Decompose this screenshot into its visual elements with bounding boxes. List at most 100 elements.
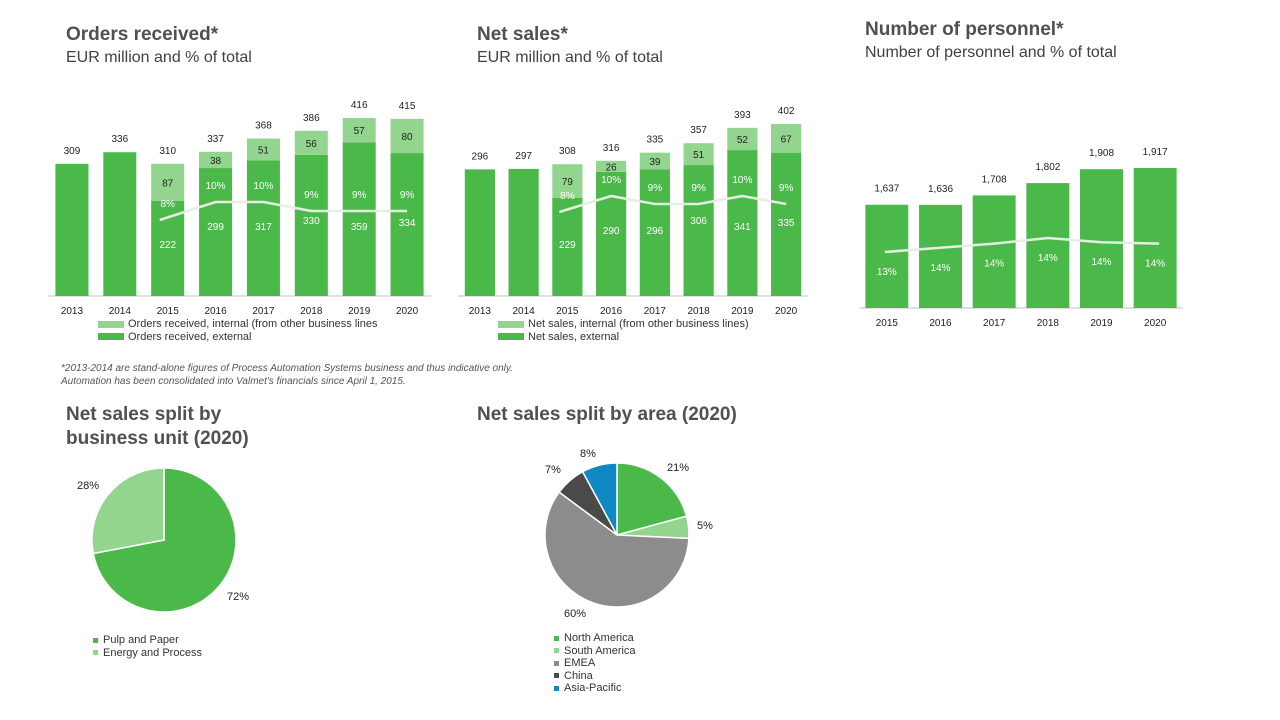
orders-percent-label-2019: 9% [352, 190, 367, 201]
netsales-total-label-2020: 402 [778, 106, 795, 117]
orders-internal-label-2019: 57 [354, 126, 366, 137]
orders-total-label-2014: 336 [111, 134, 128, 145]
area-legend-south-america: South America [554, 645, 636, 658]
orders-bar-internal-2019 [342, 117, 376, 143]
netsales-total-label-2019: 393 [734, 110, 751, 121]
netsales-internal-label-2020: 67 [781, 134, 793, 145]
area_split-slice-label-north-america: 21% [667, 462, 689, 474]
orders-bar-internal-2015 [151, 163, 185, 202]
area_split-slice-label-south-america: 5% [697, 520, 713, 532]
orders-chart: 309 2013 336 2014 310 2015 87 222 8% 337 2016 38 299… [48, 100, 431, 317]
netsales-total-label-2016: 316 [603, 143, 620, 154]
orders-bar-internal-2018 [294, 130, 328, 155]
netsales-legend-external-label: Net sales, external [528, 330, 620, 343]
personnel-tick-2016: 2016 [929, 318, 952, 329]
area_split-slice-emea [544, 491, 690, 608]
area-legend-china-label: China [564, 669, 593, 682]
personnel-title: Number of personnel* [865, 19, 1064, 40]
personnel-percent-label-2018: 14% [1038, 253, 1058, 264]
area-legend-china: China [554, 670, 636, 683]
orders-bar-internal-2017 [246, 138, 280, 161]
netsales-tick-2014: 2014 [513, 306, 536, 317]
bu-pie-chart: 72% 28% [77, 467, 249, 613]
orders-tick-2015: 2015 [157, 306, 180, 317]
netsales-tick-2013: 2013 [469, 306, 492, 317]
orders-percent-label-2018: 9% [304, 190, 319, 201]
netsales-bar-external-2013 [464, 169, 495, 296]
netsales-external-label-2018: 306 [690, 216, 707, 227]
personnel-bar-2019 [1080, 169, 1123, 308]
area-legend-emea: EMEA [554, 657, 636, 670]
area-legend-north-america-swatch [554, 635, 559, 641]
area-pie-chart: 21% 5% 60% 7% 8% [544, 448, 713, 620]
orders-total-label-2019: 416 [351, 100, 368, 111]
bu-legend-pulp-label: Pulp and Paper [103, 634, 179, 646]
area_split-slice-label-china: 7% [545, 464, 561, 476]
personnel-total-label-2016: 1,636 [928, 184, 953, 195]
area_split-slice-label-emea: 60% [564, 608, 586, 620]
netsales-bar-external-2015 [552, 198, 583, 296]
area-legend-emea-swatch [554, 660, 559, 666]
netsales-total-label-2015: 308 [559, 146, 576, 157]
netsales-share-line [559, 194, 787, 214]
orders-legend-internal: Orders received, internal (from other bu… [98, 318, 377, 331]
orders-bar-external-2017 [246, 160, 280, 296]
personnel-tick-2020: 2020 [1144, 318, 1167, 329]
area-legend-north-america-label: North America [564, 632, 634, 644]
orders-bar-external-2013 [55, 163, 89, 296]
netsales-tick-2016: 2016 [600, 306, 623, 317]
orders-total-label-2018: 386 [303, 113, 320, 124]
orders-legend-internal-label: Orders received, internal (from other bu… [128, 318, 378, 330]
netsales-subtitle: EUR million and % of total [477, 49, 663, 66]
personnel-bar-2017 [972, 195, 1016, 308]
personnel-chart: 1,637 2015 13% 1,636 2016 14% 1,708 2017 14% 1,80… [860, 147, 1182, 329]
orders-tick-2017: 2017 [252, 306, 275, 317]
netsales-percent-label-2020: 9% [779, 183, 794, 194]
netsales-bar-internal-2020 [771, 123, 802, 153]
netsales-internal-label-2019: 52 [737, 135, 749, 146]
area-legend: North America South America EMEA China A… [554, 632, 636, 695]
netsales-tick-2015: 2015 [556, 306, 579, 317]
netsales-external-label-2016: 290 [603, 226, 620, 237]
personnel-tick-2019: 2019 [1090, 318, 1113, 329]
personnel-bar-2018 [1026, 183, 1070, 308]
area-legend-asia-pacific: Asia-Pacific [554, 682, 636, 695]
netsales-bar-external-2019 [727, 150, 758, 296]
area-legend-north-america: North America [554, 632, 636, 645]
bu_split-slice-energy-and-process [91, 467, 165, 555]
bu-title-line-1: Net sales split by [66, 404, 222, 425]
orders-bar-external-2020 [390, 153, 424, 296]
netsales-internal-label-2015: 79 [562, 177, 574, 188]
netsales-percent-label-2015: 8% [560, 191, 575, 202]
bu-legend-pulp-swatch [93, 637, 98, 643]
orders-tick-2014: 2014 [109, 306, 132, 317]
netsales-title: Net sales* [477, 24, 568, 45]
orders-share-line [159, 200, 408, 222]
netsales-percent-label-2017: 9% [648, 183, 663, 194]
netsales-internal-label-2017: 39 [649, 157, 661, 168]
netsales-chart: 296 2013 297 2014 308 2015 79 229 8% 316 2016 26 290… [458, 106, 808, 317]
personnel-percent-label-2020: 14% [1145, 259, 1165, 270]
orders-external-label-2017: 317 [255, 222, 272, 233]
personnel-total-label-2020: 1,917 [1143, 147, 1168, 158]
orders-tick-2019: 2019 [348, 306, 371, 317]
netsales-total-label-2017: 335 [647, 135, 664, 146]
orders-external-label-2020: 334 [399, 218, 416, 229]
orders-total-label-2015: 310 [159, 146, 176, 157]
personnel-bar-2020 [1133, 168, 1177, 308]
netsales-legend-internal: Net sales, internal (from other business… [498, 318, 749, 331]
personnel-percent-label-2016: 14% [930, 263, 950, 274]
area-legend-asia-pacific-label: Asia-Pacific [564, 682, 622, 694]
netsales-percent-label-2018: 9% [691, 183, 706, 194]
personnel-tick-2017: 2017 [983, 318, 1006, 329]
orders-bar-external-2018 [294, 154, 328, 296]
netsales-bar-internal-2016 [596, 160, 627, 172]
netsales-tick-2020: 2020 [775, 306, 798, 317]
orders-percent-label-2020: 9% [400, 190, 415, 201]
orders-bar-internal-2020 [390, 118, 424, 154]
netsales-bar-internal-2017 [639, 152, 670, 170]
orders-title: Orders received* [66, 24, 219, 45]
personnel-percent-label-2015: 13% [877, 267, 897, 278]
area_split-slice-asia-pacific [581, 462, 618, 536]
orders-internal-label-2017: 51 [258, 145, 270, 156]
